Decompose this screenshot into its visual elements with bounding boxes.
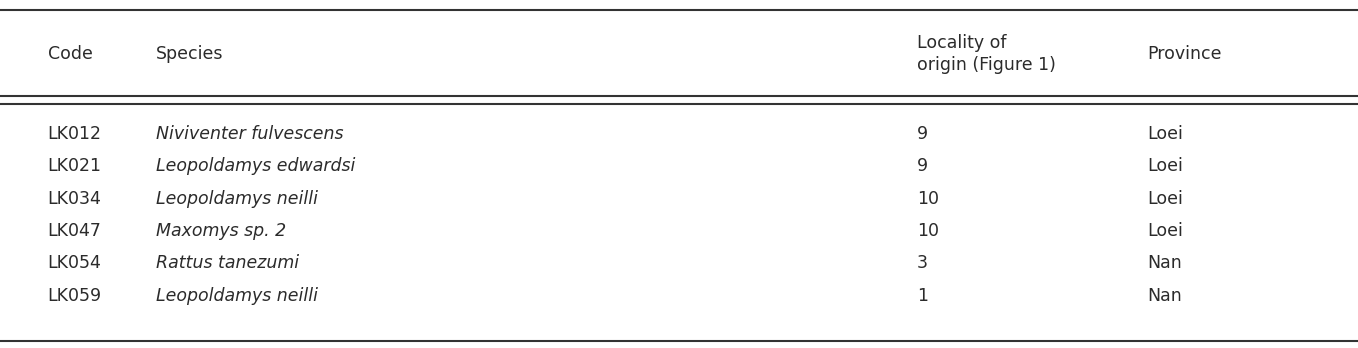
Text: Loei: Loei	[1148, 190, 1183, 208]
Text: Niviventer fulvescens: Niviventer fulvescens	[156, 125, 344, 143]
Text: LK059: LK059	[48, 287, 102, 305]
Text: Leopoldamys edwardsi: Leopoldamys edwardsi	[156, 157, 356, 175]
Text: Maxomys sp. 2: Maxomys sp. 2	[156, 222, 287, 240]
Text: Species: Species	[156, 45, 224, 63]
Text: Locality of
origin (Figure 1): Locality of origin (Figure 1)	[917, 34, 1055, 74]
Text: LK012: LK012	[48, 125, 102, 143]
Text: 10: 10	[917, 190, 938, 208]
Text: 9: 9	[917, 125, 928, 143]
Text: LK034: LK034	[48, 190, 102, 208]
Text: 3: 3	[917, 254, 928, 272]
Text: Code: Code	[48, 45, 92, 63]
Text: 9: 9	[917, 157, 928, 175]
Text: Leopoldamys neilli: Leopoldamys neilli	[156, 287, 318, 305]
Text: LK047: LK047	[48, 222, 102, 240]
Text: Loei: Loei	[1148, 157, 1183, 175]
Text: Loei: Loei	[1148, 125, 1183, 143]
Text: 10: 10	[917, 222, 938, 240]
Text: Loei: Loei	[1148, 222, 1183, 240]
Text: LK021: LK021	[48, 157, 102, 175]
Text: LK054: LK054	[48, 254, 102, 272]
Text: Rattus tanezumi: Rattus tanezumi	[156, 254, 299, 272]
Text: Leopoldamys neilli: Leopoldamys neilli	[156, 190, 318, 208]
Text: Province: Province	[1148, 45, 1222, 63]
Text: 1: 1	[917, 287, 928, 305]
Text: Nan: Nan	[1148, 254, 1183, 272]
Text: Nan: Nan	[1148, 287, 1183, 305]
